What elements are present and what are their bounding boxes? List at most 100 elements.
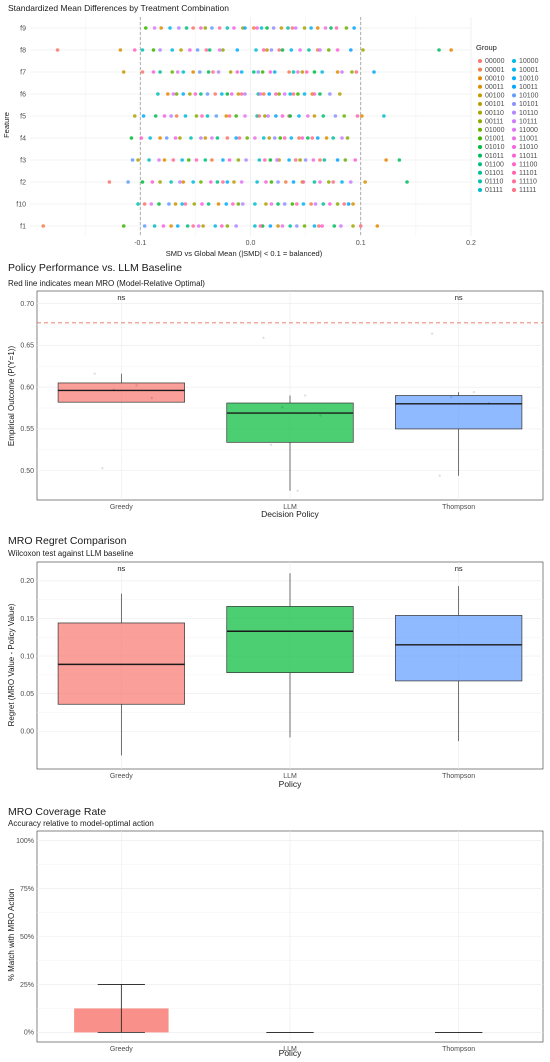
- smd-point: [318, 180, 322, 184]
- x-tick-label: 0.0: [246, 240, 256, 247]
- smd-point: [225, 224, 230, 228]
- smd-point: [288, 114, 292, 118]
- x-tick-label: 0.2: [466, 240, 476, 247]
- smd-point: [139, 136, 144, 140]
- legend-label: 11011: [519, 153, 538, 160]
- smd-point: [384, 158, 388, 162]
- y-tick-label: f4: [20, 135, 26, 142]
- smd-point: [358, 224, 363, 228]
- smd-point: [372, 70, 376, 74]
- y-tick-label: 0%: [24, 1030, 34, 1037]
- coverage-title: MRO Coverage Rate: [8, 806, 106, 818]
- smd-point: [181, 70, 186, 74]
- y-tick-label: 0.65: [20, 343, 34, 350]
- smd-point: [173, 136, 178, 140]
- smd-point: [288, 224, 292, 228]
- x-tick-label: Thompson: [442, 504, 475, 511]
- smd-point: [213, 224, 218, 228]
- smd-point: [280, 114, 285, 118]
- legend-label: 01110: [485, 179, 504, 186]
- smd-point: [375, 224, 380, 228]
- smd-point: [252, 70, 256, 74]
- smd-point: [169, 114, 173, 118]
- legend-label: 11101: [519, 170, 538, 177]
- y-tick-label: f10: [16, 201, 26, 208]
- y-tick-label: 100%: [16, 838, 34, 845]
- smd-gridlines: [30, 17, 472, 236]
- smd-point: [300, 70, 305, 74]
- regret-subtitle: Wilcoxon test against LLM baseline: [8, 549, 134, 558]
- smd-point: [293, 26, 298, 30]
- smd-point: [306, 114, 310, 118]
- performance-marks: 0.50 0.55 0.60 0.65 0.70 Greedy LLM Thompson ns n…: [20, 291, 543, 511]
- smd-point: [301, 202, 306, 206]
- smd-point: [269, 48, 274, 52]
- significance-label: ns: [117, 564, 125, 573]
- legend-swatch: [512, 145, 516, 149]
- smd-point: [300, 136, 305, 140]
- smd-point: [147, 158, 151, 162]
- smd-point: [257, 114, 262, 118]
- smd-point: [107, 180, 112, 184]
- y-tick-label: 50%: [20, 934, 34, 941]
- smd-point: [221, 180, 225, 184]
- smd-point: [156, 92, 160, 96]
- smd-point: [349, 48, 353, 52]
- smd-point: [152, 224, 157, 228]
- smd-point: [164, 136, 169, 140]
- smd-point: [211, 70, 215, 74]
- smd-point: [216, 70, 221, 74]
- smd-point: [171, 92, 176, 96]
- smd-point: [315, 136, 320, 140]
- smd-point: [220, 224, 224, 228]
- legend-swatch: [478, 136, 482, 141]
- smd-point: [132, 114, 137, 118]
- jitter-point: [487, 401, 491, 405]
- smd-point: [252, 26, 256, 30]
- jitter-point: [281, 406, 284, 409]
- smd-point: [264, 202, 268, 206]
- smd-point: [274, 92, 278, 96]
- smd-point: [199, 92, 203, 96]
- smd-point: [225, 26, 230, 30]
- smd-point: [207, 48, 212, 52]
- legend-label: 00010: [485, 75, 505, 82]
- legend-label: 01001: [485, 136, 505, 143]
- smd-point: [361, 48, 365, 52]
- smd-point: [232, 26, 236, 30]
- y-tick-label: 0.10: [20, 653, 34, 660]
- smd-point: [191, 70, 195, 74]
- legend-label: 00001: [485, 67, 505, 74]
- smd-point: [312, 114, 317, 118]
- legend-swatch: [512, 110, 516, 115]
- smd-point: [323, 26, 328, 30]
- smd-point: [276, 224, 280, 228]
- legend-title: Group: [476, 43, 497, 52]
- smd-point: [343, 158, 348, 162]
- legend-label: 10001: [519, 67, 539, 74]
- smd-point: [210, 158, 214, 162]
- smd-point: [331, 136, 335, 140]
- smd-point: [221, 158, 225, 162]
- smd-point: [220, 92, 224, 96]
- smd-point: [437, 48, 441, 52]
- smd-point: [317, 224, 321, 228]
- smd-point: [334, 26, 339, 30]
- significance-label: ns: [455, 293, 463, 302]
- smd-point: [173, 202, 178, 206]
- x-tick-label: Greedy: [110, 504, 133, 511]
- smd-point: [342, 202, 347, 206]
- smd-x-ticks: -0.1 0.0 0.1 0.2: [134, 240, 476, 247]
- smd-point: [174, 92, 179, 96]
- smd-point: [339, 224, 343, 228]
- legend-label: 01101: [485, 170, 504, 177]
- smd-point: [171, 158, 176, 162]
- smd-point: [277, 92, 281, 96]
- smd-point: [209, 180, 213, 184]
- legend-label: 01111: [485, 187, 503, 194]
- legend-swatch: [512, 136, 516, 141]
- smd-point: [228, 70, 233, 74]
- smd-point: [217, 48, 222, 52]
- smd-point: [352, 26, 356, 30]
- legend-label: 01011: [485, 153, 504, 160]
